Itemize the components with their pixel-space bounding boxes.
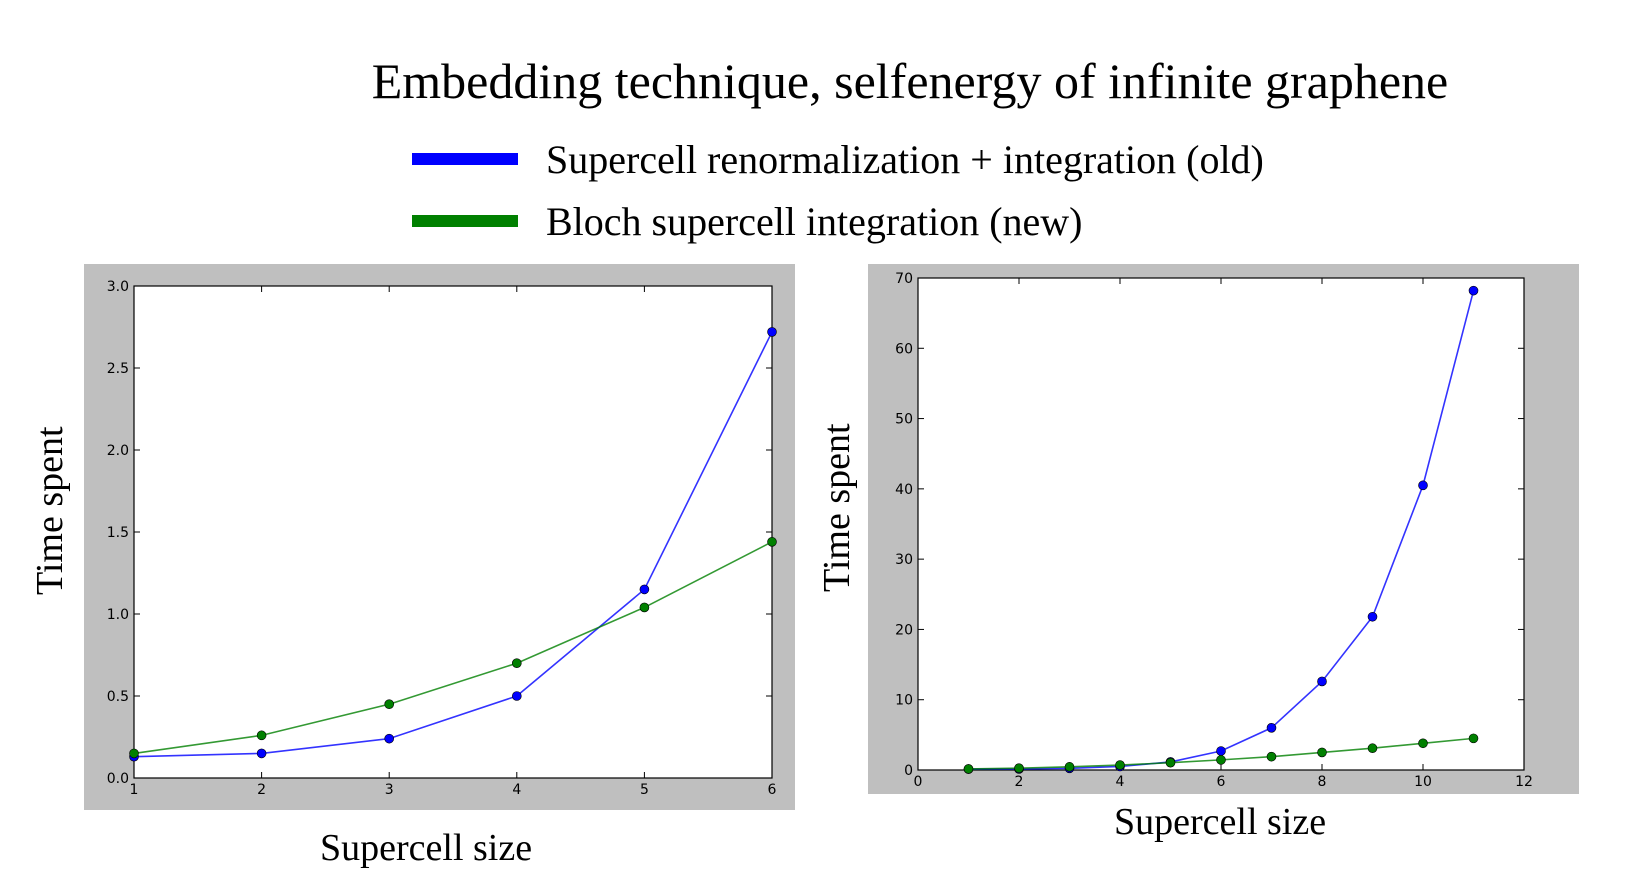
x-tick-label: 0 <box>914 774 923 790</box>
data-point-new <box>963 764 974 774</box>
data-point-new <box>1468 733 1479 744</box>
legend-swatch-new <box>412 215 518 227</box>
y-tick-label: 50 <box>895 412 913 428</box>
data-point-new <box>1064 762 1075 772</box>
x-tick-label: 3 <box>385 782 394 798</box>
data-point-new <box>384 699 395 710</box>
x-tick-label: 6 <box>1217 774 1226 790</box>
x-tick-label: 2 <box>1015 774 1024 790</box>
figure-title: Embedding technique, selfenergy of infin… <box>371 53 1449 109</box>
data-point-old <box>1468 285 1479 296</box>
legend-item-old: Supercell renormalization + integration … <box>412 128 1264 190</box>
data-point-new <box>1266 751 1277 762</box>
data-point-new <box>256 730 267 741</box>
x-tick-label: 10 <box>1414 774 1432 790</box>
y-tick-label: 0 <box>904 763 913 779</box>
y-tick-label: 1.0 <box>107 607 129 623</box>
x-axis-label-right: Supercell size <box>1114 801 1327 843</box>
y-tick-label: 10 <box>895 693 913 709</box>
data-point-new <box>1165 757 1176 768</box>
y-tick-label: 3.0 <box>107 279 129 295</box>
x-tick-label: 5 <box>640 782 649 798</box>
data-point-new <box>1216 755 1226 765</box>
chart-right: 0 2 4 6 8 10 12 0 10 20 30 40 50 60 70 <box>895 271 1533 790</box>
legend-item-new: Bloch supercell integration (new) <box>412 190 1264 252</box>
x-tick-label: 1 <box>130 782 139 798</box>
legend-label-new: Bloch supercell integration (new) <box>546 198 1083 244</box>
data-point-old <box>639 584 650 595</box>
chart-panel-left: 1 2 3 4 5 6 0.0 0.5 1.0 1.5 2.0 2.5 3.0 <box>84 264 795 810</box>
plot-area <box>917 277 1525 771</box>
y-tick-label: 40 <box>895 482 913 498</box>
data-point-new <box>1115 760 1125 770</box>
plot-area <box>133 285 773 779</box>
y-tick-label: 2.0 <box>107 443 129 459</box>
y-tick-label: 70 <box>895 271 913 287</box>
legend: Supercell renormalization + integration … <box>412 128 1264 252</box>
y-tick-label: 0.0 <box>107 771 129 787</box>
chart-left: 1 2 3 4 5 6 0.0 0.5 1.0 1.5 2.0 2.5 3.0 <box>107 279 777 798</box>
data-point-new <box>129 748 139 759</box>
y-tick-label: 60 <box>895 341 913 357</box>
legend-label-old: Supercell renormalization + integration … <box>546 136 1264 182</box>
y-tick-label: 30 <box>895 552 913 568</box>
data-point-old <box>767 327 777 337</box>
x-tick-label: 12 <box>1515 774 1533 790</box>
y-tick-label: 20 <box>895 622 913 638</box>
y-tick-label: 2.5 <box>107 361 129 377</box>
data-point-old <box>1418 480 1428 491</box>
data-point-old <box>256 748 267 759</box>
data-point-old <box>384 733 395 744</box>
data-point-new <box>1367 743 1378 754</box>
x-tick-label: 4 <box>512 782 521 798</box>
x-tick-label: 8 <box>1318 774 1327 790</box>
x-tick-label: 4 <box>1116 774 1125 790</box>
data-point-new <box>1014 763 1024 773</box>
data-point-old <box>1317 676 1327 687</box>
data-point-old <box>1367 611 1378 622</box>
data-point-new <box>511 658 522 669</box>
data-point-new <box>1418 738 1428 749</box>
data-point-new <box>1317 747 1327 758</box>
y-tick-label: 0.5 <box>107 689 129 705</box>
y-tick-label: 1.5 <box>107 525 129 541</box>
data-point-new <box>767 537 777 547</box>
data-point-new <box>639 602 650 613</box>
chart-panel-right: 0 2 4 6 8 10 12 0 10 20 30 40 50 60 70 <box>868 264 1579 794</box>
data-point-old <box>511 691 522 701</box>
y-axis-label-left: Time spent <box>29 426 71 595</box>
series-line-old <box>133 331 773 758</box>
data-point-old <box>1216 746 1226 756</box>
data-point-old <box>1266 723 1277 733</box>
y-axis-label-right: Time spent <box>816 423 858 592</box>
x-axis-label-left: Supercell size <box>320 827 533 869</box>
x-tick-label: 6 <box>768 782 777 798</box>
legend-swatch-old <box>412 153 518 165</box>
series-line-new <box>133 541 773 755</box>
x-tick-label: 2 <box>257 782 266 798</box>
